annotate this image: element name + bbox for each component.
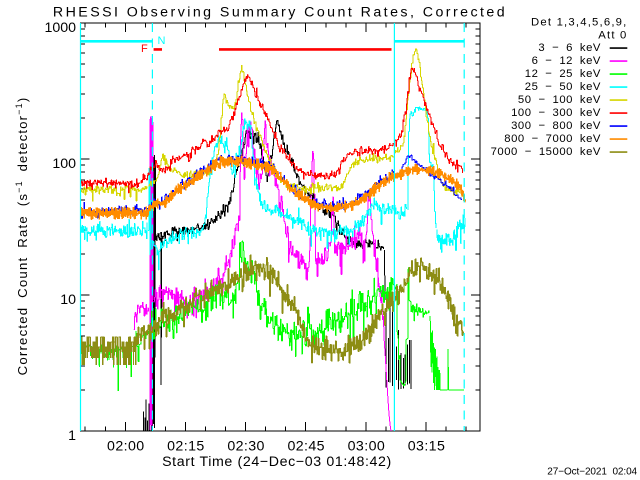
svg-text:Att 0: Att 0 [598, 30, 627, 42]
svg-text:N: N [158, 35, 166, 47]
svg-text:F: F [141, 43, 148, 55]
svg-text:1: 1 [68, 428, 76, 444]
svg-text:02:15: 02:15 [167, 438, 205, 454]
svg-text:02:30: 02:30 [227, 438, 265, 454]
svg-text:27−Oct−2021 02:04: 27−Oct−2021 02:04 [547, 467, 637, 478]
svg-text:800 − 7000 keV: 800 − 7000 keV [504, 133, 601, 145]
svg-text:Start Time (24−Dec−03 01:48:42: Start Time (24−Dec−03 01:48:42) [162, 454, 392, 470]
svg-text:10: 10 [60, 292, 76, 308]
svg-text:02:45: 02:45 [287, 438, 325, 454]
svg-text:6 − 12 keV: 6 − 12 keV [532, 55, 601, 67]
svg-text:100 − 300 keV: 100 − 300 keV [511, 107, 601, 119]
svg-text:1000: 1000 [44, 20, 76, 36]
svg-text:02:00: 02:00 [107, 438, 145, 454]
svg-text:Det 1,3,4,5,6,9,: Det 1,3,4,5,6,9, [531, 17, 627, 29]
svg-text:100: 100 [52, 156, 76, 172]
svg-text:3 − 6 keV: 3 − 6 keV [538, 42, 601, 54]
svg-text:Corrected Count Rate (s−1 dete: Corrected Count Rate (s−1 detector−1) [14, 97, 30, 376]
svg-text:300 − 800 keV: 300 − 800 keV [511, 120, 601, 132]
svg-text:12 − 25 keV: 12 − 25 keV [525, 68, 601, 80]
svg-text:25 − 50 keV: 25 − 50 keV [525, 81, 601, 93]
svg-text:03:15: 03:15 [408, 438, 446, 454]
svg-text:7000 − 15000 keV: 7000 − 15000 keV [491, 146, 601, 158]
svg-text:03:00: 03:00 [348, 438, 386, 454]
svg-text:RHESSI Observing Summary Count: RHESSI Observing Summary Count Rates, Co… [53, 5, 507, 21]
svg-text:50 − 100 keV: 50 − 100 keV [518, 94, 601, 106]
